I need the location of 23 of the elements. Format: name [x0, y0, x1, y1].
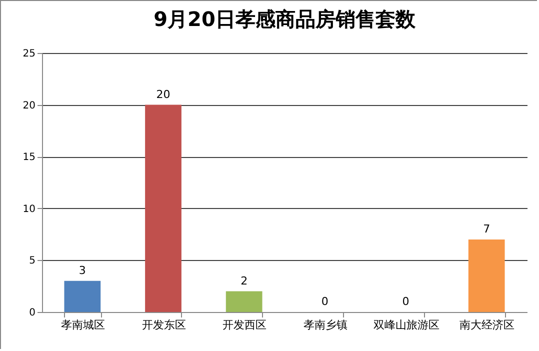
x-tick-label: 开发西区 [222, 318, 267, 332]
bar [226, 291, 262, 312]
x-tick-label: 开发东区 [142, 318, 186, 332]
x-tick-label: 孝南乡镇 [303, 318, 348, 332]
y-tick-label: 20 [22, 100, 36, 112]
data-label: 2 [240, 274, 248, 288]
bar [145, 104, 182, 312]
y-tick-label: 10 [22, 204, 36, 215]
bar [468, 239, 505, 312]
data-label: 7 [483, 222, 490, 236]
y-tick-label: 5 [29, 256, 36, 267]
y-tick-label: 25 [22, 48, 36, 60]
data-label: 20 [156, 88, 170, 101]
y-tick-label: 0 [29, 308, 36, 318]
chart-title: 9月20日孝感商品房销售套数 [154, 7, 416, 31]
x-tick-label: 双峰山旅游区 [373, 318, 440, 332]
data-label: 0 [321, 295, 328, 308]
data-label: 3 [78, 264, 86, 277]
x-tick-label: 南大经济区 [460, 318, 515, 332]
x-tick-label: 孝南城区 [60, 318, 105, 332]
bar [64, 280, 101, 312]
data-label: 0 [402, 295, 410, 308]
y-tick-label: 15 [22, 152, 36, 164]
